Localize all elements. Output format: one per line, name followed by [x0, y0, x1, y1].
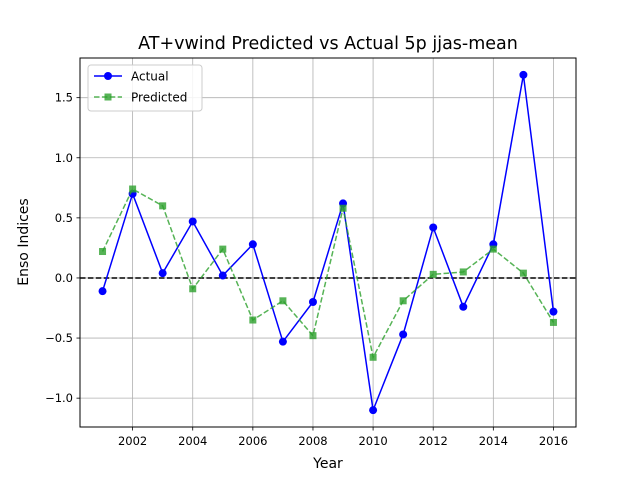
x-tick-label: 2006: [238, 434, 267, 448]
x-tick-label: 2002: [118, 434, 147, 448]
ticks: 2002 2004 2006 2008 2010 2012 2014 2016 −1.0 −0.5…: [45, 91, 568, 448]
legend-marker-predicted: [104, 93, 112, 101]
data-point-predicted: [279, 297, 287, 305]
x-tick-label: 2016: [539, 434, 568, 448]
data-point-actual: [218, 271, 227, 280]
data-point-predicted: [189, 285, 197, 293]
y-tick-label: 0.5: [55, 211, 73, 225]
data-point-actual: [369, 406, 378, 415]
data-point-actual: [278, 337, 287, 346]
data-point-predicted: [549, 318, 557, 326]
legend: Actual Predicted: [87, 64, 203, 112]
data-point-actual: [188, 217, 197, 226]
data-point-actual: [399, 330, 408, 339]
x-tick-label: 2004: [178, 434, 207, 448]
data-point-predicted: [459, 268, 467, 276]
series-line-actual: [101, 74, 555, 414]
data-point-predicted: [249, 316, 257, 324]
data-point-predicted: [129, 185, 137, 193]
y-tick-label: 1.0: [55, 151, 73, 165]
legend-marker-actual: [104, 72, 112, 80]
chart-title: AT+vwind Predicted vs Actual 5p jjas-mea…: [138, 34, 518, 54]
data-point-predicted: [369, 353, 377, 361]
x-tick-label: 2014: [479, 434, 508, 448]
data-point-predicted: [159, 202, 167, 210]
data-point-actual: [98, 287, 107, 296]
data-point-actual: [459, 302, 468, 311]
data-point-predicted: [339, 204, 347, 212]
legend-label-predicted: Predicted: [131, 91, 187, 105]
legend-label-actual: Actual: [131, 70, 169, 84]
data-point-predicted: [309, 332, 317, 340]
data-point-actual: [549, 307, 558, 316]
x-tick-label: 2010: [358, 434, 387, 448]
axes-frame: [79, 57, 577, 428]
data-point-actual: [158, 269, 167, 278]
data-point-predicted: [219, 245, 227, 253]
data-point-actual: [429, 223, 438, 232]
y-tick-label: −0.5: [45, 331, 73, 345]
y-axis-label: Enso Indices: [16, 198, 32, 285]
data-point-predicted: [399, 297, 407, 305]
y-tick-label: 0.0: [55, 271, 73, 285]
data-point-predicted: [489, 245, 497, 253]
data-point-predicted: [99, 248, 107, 256]
y-tick-label: 1.5: [55, 91, 73, 105]
x-tick-label: 2008: [298, 434, 327, 448]
y-tick-label: −1.0: [45, 391, 73, 405]
x-axis-label: Year: [312, 456, 343, 472]
data-point-actual: [308, 297, 317, 306]
data-point-actual: [519, 70, 528, 79]
data-point-actual: [248, 240, 257, 249]
data-point-predicted: [429, 270, 437, 278]
data-point-predicted: [519, 269, 527, 277]
x-tick-label: 2012: [419, 434, 448, 448]
series-layer: [98, 70, 558, 415]
